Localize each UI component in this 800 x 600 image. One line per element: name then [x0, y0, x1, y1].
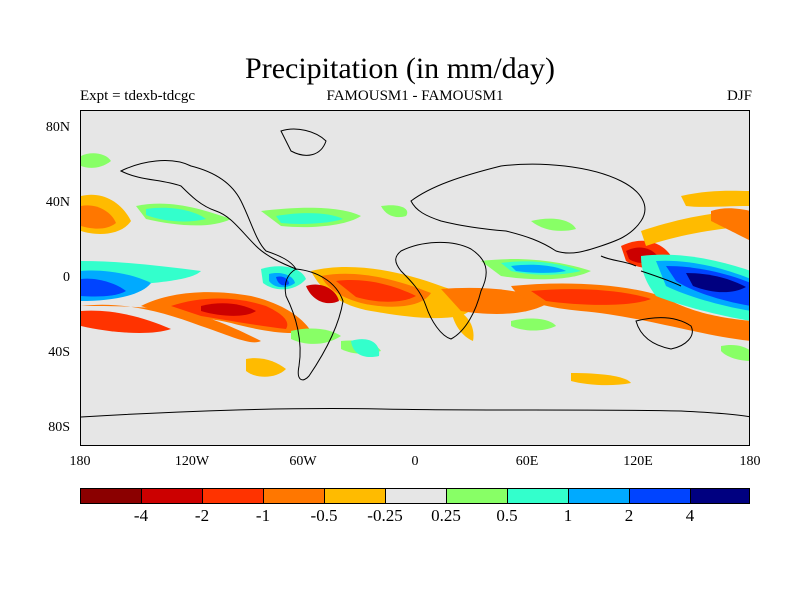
x-tick-label: 180: [69, 454, 91, 469]
colorbar-swatch: [446, 488, 508, 504]
colorbar-label: 1: [563, 506, 573, 525]
x-tick-label: 120W: [174, 454, 210, 469]
plot-title: Precipitation (in mm/day): [245, 52, 555, 85]
y-tick-label: 40S: [48, 345, 70, 360]
colorbar-label: 4: [685, 506, 695, 525]
colorbar-label: -4: [133, 506, 149, 525]
colorbar-label: 2: [624, 506, 634, 525]
colorbar-label: -2: [194, 506, 210, 525]
precip-fill-positive: [81, 153, 749, 361]
x-tick-label: 180: [739, 454, 761, 469]
colorbar-label: 0.5: [496, 506, 518, 525]
experiment-label: Expt = tdexb-tdcgc: [80, 88, 196, 104]
colorbar-label: -0.5: [310, 506, 338, 525]
model-label: FAMOUSM1 - FAMOUSM1: [326, 88, 504, 104]
colorbar-label: -1: [255, 506, 271, 525]
coastlines: [81, 128, 749, 418]
colorbar-swatch: [324, 488, 386, 504]
colorbar-label: -0.25: [367, 506, 403, 525]
colorbar-swatch: [507, 488, 569, 504]
colorbar-swatch: [568, 488, 630, 504]
colorbar-swatch: [263, 488, 325, 504]
map-panel: [80, 110, 750, 446]
colorbar-swatch: [202, 488, 264, 504]
colorbar-label: 0.25: [431, 506, 461, 525]
colorbar-swatch: [80, 488, 142, 504]
y-tick-label: 80N: [45, 120, 70, 135]
season-label: DJF: [726, 88, 752, 104]
x-tick-label: 60W: [289, 454, 317, 469]
colorbar-swatch: [690, 488, 750, 504]
precip-fill-negative: [81, 190, 749, 386]
y-tick-label: 40N: [45, 195, 70, 210]
colorbar-swatch: [629, 488, 691, 504]
colorbar-swatch: [141, 488, 203, 504]
y-tick-label: 80S: [48, 420, 70, 435]
precipitation-map: [81, 128, 749, 418]
x-tick-label: 60E: [515, 454, 539, 469]
colorbar-swatch: [385, 488, 447, 504]
x-tick-label: 120E: [623, 454, 653, 469]
y-tick-label: 0: [63, 270, 70, 285]
x-tick-label: 0: [411, 454, 419, 469]
